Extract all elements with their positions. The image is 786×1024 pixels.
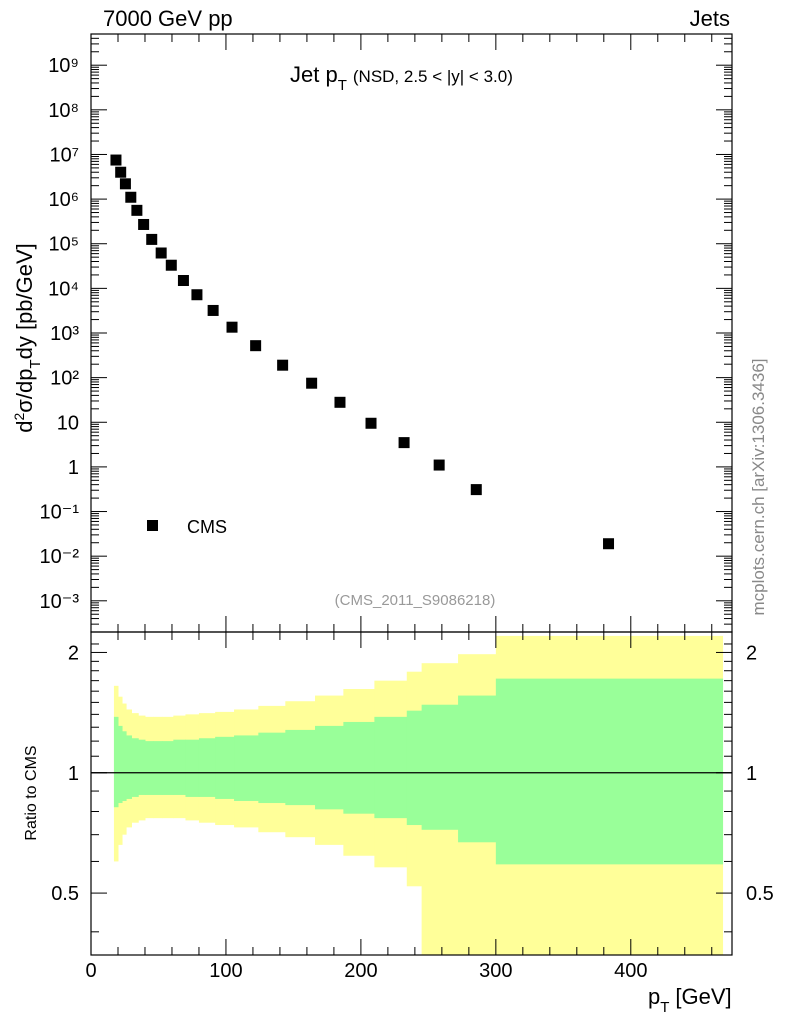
inner-band-bin-7	[153, 741, 164, 795]
data-point-16	[334, 396, 346, 408]
data-point-15	[306, 377, 318, 389]
ratio-y-tick-label-right: 1	[746, 763, 757, 785]
main-y-tick-label: 10⁷	[50, 144, 79, 166]
inner-band-bin-4	[131, 738, 139, 797]
main-y-tick-label: 10³	[50, 323, 79, 345]
side-credit: mcplots.cern.ch [arXiv:1306.3436]	[749, 358, 768, 615]
header-left: 7000 GeV pp	[103, 6, 233, 31]
analysis-watermark: (CMS_2011_S9086218)	[335, 592, 496, 609]
inner-band-bin-19	[406, 710, 423, 826]
inner-band-bin-9	[173, 739, 186, 795]
main-y-tick-label: 10⁻¹	[40, 502, 80, 524]
ratio-y-tick-label-left: 1	[68, 763, 79, 785]
inner-band-bin-20	[421, 704, 459, 830]
chart-title: Jet pT (NSD, 2.5 < |y| < 3.0)	[290, 62, 513, 94]
main-y-tick-label: 10⁻³	[40, 591, 80, 613]
ratio-y-tick-label-left: 2	[68, 642, 79, 664]
header-right: Jets	[689, 6, 730, 31]
data-point-11	[207, 304, 219, 316]
x-tick-label: 400	[614, 960, 647, 982]
main-y-tick-label: 10⁻²	[40, 546, 80, 568]
inner-band-bin-16	[315, 725, 344, 810]
x-tick-label: 0	[85, 960, 96, 982]
data-point-12	[226, 321, 238, 333]
ratio-tick-labels: 0.5 0.5 1 1 2 2 0 100 200 300 400	[51, 642, 774, 982]
data-point-5	[138, 218, 150, 230]
data-point-1	[115, 166, 127, 178]
x-tick-label: 300	[479, 960, 512, 982]
inner-band-bin-22	[495, 678, 724, 865]
data-point-8	[165, 259, 177, 271]
x-tick-label: 200	[344, 960, 377, 982]
main-y-tick-label: 10⁸	[48, 100, 79, 122]
inner-band-bin-10	[185, 739, 200, 797]
main-y-tick-label: 10⁹	[48, 55, 79, 77]
data-markers	[110, 154, 615, 550]
data-point-6	[146, 233, 158, 245]
ratio-y-axis-label: Ratio to CMS	[23, 745, 40, 840]
data-point-3	[125, 191, 137, 203]
data-point-21	[603, 538, 615, 550]
x-tick-label: 100	[209, 960, 242, 982]
inner-band-bin-3	[126, 735, 132, 799]
x-axis-label: pT [GeV]	[648, 984, 732, 1016]
data-point-2	[119, 178, 131, 190]
data-point-19	[433, 459, 445, 471]
inner-band-bin-8	[162, 741, 174, 795]
ratio-bands	[113, 635, 724, 955]
inner-band-bin-12	[215, 736, 235, 799]
main-y-tick-label: 10	[57, 412, 79, 434]
main-y-axis-label: d2σ/dpTdy [pb/GeV]	[11, 243, 44, 433]
main-y-tick-label: 10⁴	[48, 278, 79, 300]
ratio-y-tick-label-right: 0.5	[746, 883, 774, 905]
main-y-tick-label: 1	[68, 457, 79, 479]
inner-band-bin-15	[285, 729, 316, 806]
inner-band-bin-13	[234, 735, 259, 801]
data-point-4	[131, 204, 143, 216]
data-point-20	[470, 484, 482, 496]
inner-band-bin-21	[458, 695, 497, 843]
data-point-13	[250, 340, 262, 352]
inner-band-bin-18	[374, 716, 408, 819]
data-point-9	[177, 275, 189, 287]
inner-band-bin-0	[113, 716, 119, 808]
axis-ticks	[90, 33, 732, 955]
inner-band-bin-14	[258, 732, 286, 804]
data-point-7	[155, 247, 167, 259]
data-point-0	[110, 154, 122, 166]
main-y-tick-label: 10²	[50, 368, 79, 390]
inner-band-bin-5	[138, 739, 146, 795]
data-point-17	[365, 417, 377, 429]
inner-band-bin-17	[343, 721, 375, 814]
inner-band-bin-11	[198, 738, 216, 797]
data-point-14	[277, 359, 289, 371]
main-y-tick-label: 10⁶	[49, 189, 79, 211]
inner-band-bin-1	[117, 725, 123, 804]
ratio-panel-frame	[90, 631, 733, 956]
inner-band-bin-2	[122, 731, 127, 801]
main-y-tick-label: 10⁵	[48, 234, 79, 256]
main-panel-frame	[90, 33, 733, 633]
ratio-y-tick-label-right: 2	[746, 642, 757, 664]
legend-label: CMS	[187, 517, 227, 537]
data-point-18	[398, 437, 410, 449]
legend-marker	[147, 520, 158, 531]
main-y-tick-labels: 10⁻³ 10⁻² 10⁻¹ 1 10 10² 10³ 10⁴ 10⁵ 10⁶ 10⁷ 10⁸ 10⁹	[40, 55, 80, 613]
data-point-10	[191, 289, 203, 301]
inner-band-bin-6	[144, 741, 154, 795]
ratio-y-tick-label-left: 0.5	[51, 883, 79, 905]
